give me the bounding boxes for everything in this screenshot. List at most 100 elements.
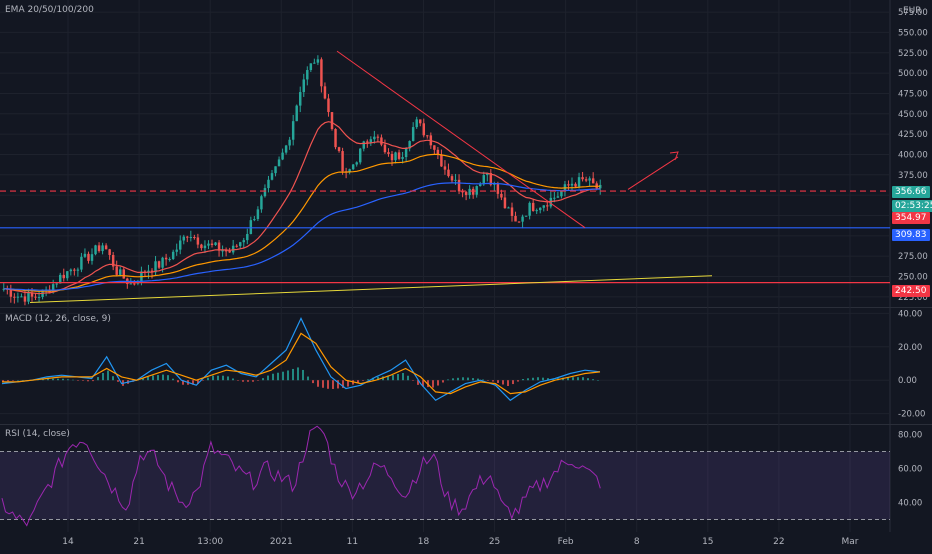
macd-bar: [307, 376, 309, 381]
candle-body: [115, 266, 118, 275]
candle-body: [461, 191, 464, 193]
macd-bar: [322, 380, 324, 388]
macd-bar: [302, 369, 304, 381]
candle-body: [111, 254, 115, 267]
candle-body: [182, 236, 185, 241]
candle-body: [175, 249, 178, 252]
candle-body: [359, 148, 362, 163]
macd-bar: [42, 379, 44, 381]
candle-body: [415, 119, 418, 128]
candle-body: [464, 192, 468, 195]
candle-body: [154, 261, 157, 273]
candle-body: [59, 274, 62, 284]
candle-body: [373, 136, 376, 140]
candle-body: [157, 261, 161, 268]
candle-body: [369, 139, 373, 143]
candle-body: [457, 179, 461, 192]
macd-bar: [432, 380, 434, 388]
macd-tick-label: -20.00: [898, 410, 925, 420]
macd-bar: [227, 376, 229, 381]
macd-bar: [217, 375, 219, 381]
macd-bar: [577, 377, 579, 381]
candle-body: [535, 210, 538, 212]
candle-body: [380, 137, 383, 145]
macd-bar: [502, 380, 504, 385]
macd-bar: [77, 380, 79, 381]
candle-body: [249, 220, 253, 235]
ema-50-line: [3, 153, 601, 292]
macd-bar: [87, 380, 89, 382]
candle-body: [161, 257, 164, 268]
macd-bar: [22, 380, 24, 381]
candle-body: [90, 254, 94, 261]
ascending-trendline: [29, 275, 713, 304]
candle-body: [531, 202, 535, 211]
y-tick-label: 375.00: [898, 171, 928, 181]
candle-body: [436, 149, 440, 155]
descending-trendline: [336, 50, 586, 229]
candle-body: [426, 135, 429, 137]
x-tick-label: 11: [347, 537, 358, 547]
x-tick-label: 14: [62, 537, 74, 547]
candle-body: [546, 205, 549, 207]
candle-body: [517, 221, 521, 223]
price-tag: 309.83: [892, 229, 930, 241]
candle-body: [574, 183, 577, 187]
candle-body: [94, 245, 97, 255]
macd-bar: [102, 373, 104, 381]
macd-bar: [297, 367, 299, 381]
x-tick-label: 2021: [270, 537, 293, 547]
candle-body: [556, 196, 560, 198]
candle-body: [129, 283, 133, 285]
macd-bar: [282, 371, 284, 381]
macd-bar: [397, 374, 399, 381]
candle-body: [20, 296, 23, 298]
candle-body: [2, 288, 5, 290]
macd-bar: [177, 380, 179, 383]
macd-bar: [347, 380, 349, 387]
price-tag: 356.66: [892, 186, 930, 198]
candle-body: [196, 237, 200, 245]
rsi-tick-label: 80.00: [898, 431, 922, 441]
candle-body: [528, 202, 531, 216]
macd-bar: [592, 379, 594, 381]
macd-bar: [507, 380, 509, 386]
macd-bar: [392, 375, 394, 381]
macd-line: [1, 316, 601, 402]
candle-body: [433, 145, 436, 150]
macd-bar: [497, 380, 499, 383]
macd-bar: [517, 380, 519, 382]
candle-body: [337, 147, 341, 152]
price-pane-title: EMA 20/50/100/200: [5, 5, 94, 15]
macd-bar: [327, 380, 329, 389]
candle-body: [55, 283, 58, 285]
macd-bar: [117, 380, 119, 382]
macd-bar: [582, 377, 584, 381]
macd-bar: [287, 370, 289, 381]
candle-body: [348, 169, 351, 173]
macd-bar: [52, 378, 54, 381]
macd-bar: [472, 378, 474, 381]
macd-bar: [262, 378, 264, 381]
candle-body: [66, 271, 69, 279]
candle-body: [584, 179, 588, 181]
macd-bar: [377, 376, 379, 381]
candle-body: [133, 283, 136, 285]
candle-body: [443, 166, 447, 170]
candle-body: [242, 240, 245, 243]
candle-body: [189, 237, 193, 239]
rsi-tick-label: 60.00: [898, 465, 922, 475]
candle-body: [9, 289, 13, 297]
signal-line: [2, 332, 601, 395]
macd-bar: [537, 377, 539, 381]
macd-bar: [317, 380, 319, 387]
candle-body: [355, 162, 358, 165]
y-tick-label: 250.00: [898, 273, 928, 283]
x-tick-label: Mar: [842, 537, 859, 547]
candle-body: [320, 59, 323, 87]
candle-body: [542, 205, 545, 208]
currency-label: EUR: [903, 6, 922, 16]
candle-body: [277, 159, 281, 167]
